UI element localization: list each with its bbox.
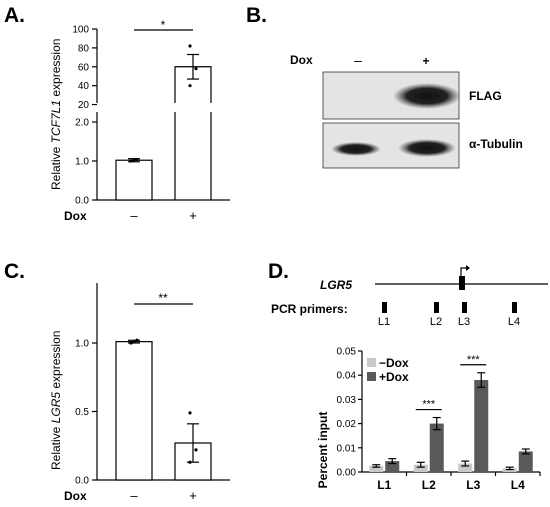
a-category-label: + (189, 208, 197, 223)
a-xlabel: Dox (64, 209, 87, 223)
a-ytick-label: 40 (78, 81, 90, 92)
pcr-primers-label: PCR primers: (271, 302, 348, 316)
blot-lane-plus: + (422, 54, 429, 68)
primer-l4: L4 (508, 316, 520, 328)
gene-diagram (375, 265, 548, 290)
a-point (188, 84, 192, 88)
a-sig-star: * (161, 18, 166, 32)
a-point (188, 44, 192, 48)
gene-name: LGR5 (320, 278, 352, 292)
d-category-label: L1 (377, 478, 391, 492)
c-point (194, 448, 198, 452)
tubulin-label: α-Tubulin (469, 137, 523, 151)
d-ytick-label: 0.00 (337, 468, 357, 479)
a-ytick-label: 0.0 (75, 196, 89, 207)
d-ytick-label: 0.01 (337, 443, 357, 454)
d-sig-stars: *** (422, 399, 436, 411)
c-sig-star: ** (158, 291, 168, 305)
d-ytick-label: 0.03 (337, 395, 357, 406)
d-bar-plus-dox (429, 423, 444, 472)
blot-dox-label: Dox (290, 53, 313, 67)
d-bar-minus-dox (369, 465, 384, 472)
c-point (135, 338, 139, 342)
a-bar-plus (174, 66, 212, 200)
a-ytick-label: 1.0 (75, 157, 89, 168)
panel-a-chart: 0.0 1.0 2.0 20 40 60 80 100 – + Dox * (64, 18, 230, 223)
c-ytick-label: 0.5 (75, 407, 89, 418)
c-category-label: – (130, 488, 138, 503)
a-ytick-label: 20 (78, 100, 90, 111)
c-ytick-label: 0.0 (75, 476, 89, 487)
d-legend-label: −Dox (379, 356, 409, 370)
blot-flag (322, 71, 461, 120)
tubulin-band-plus (398, 139, 456, 157)
tss-arrow-icon (460, 267, 468, 276)
flag-label: FLAG (469, 89, 502, 103)
d-legend-swatch (367, 358, 376, 367)
primer-l2: L2 (430, 316, 442, 328)
tubulin-band-minus (331, 142, 381, 156)
a-ytick-label: 80 (78, 43, 90, 54)
d-bar-minus-dox (458, 463, 473, 472)
d-ytick-label: 0.04 (337, 371, 357, 382)
a-point (132, 158, 136, 162)
a-bar-minus (115, 159, 153, 201)
a-category-label: – (130, 208, 138, 223)
d-category-label: L3 (466, 478, 480, 492)
primer-marks (382, 302, 517, 313)
blot-tubulin (322, 122, 460, 169)
d-category-label: L2 (422, 478, 436, 492)
c-point (132, 340, 136, 344)
d-bar-plus-dox (385, 461, 400, 472)
primer-l1: L1 (378, 316, 390, 328)
a-point (135, 157, 139, 162)
d-ytick-label: 0.02 (337, 419, 357, 430)
panel-c-chart: 0.0 0.5 1.0 – + Dox ** (64, 283, 230, 503)
d-ytick-label: 0.05 (337, 347, 357, 358)
a-ytick-label: 60 (78, 62, 90, 73)
a-ytick-label: 100 (72, 25, 89, 36)
panel-d-chart: 0.00 0.01 0.02 0.03 0.04 0.05 L1 L2 *** L3 *** L4 −D… (337, 347, 541, 492)
d-bar-plus-dox (474, 380, 489, 472)
c-category-label: + (189, 488, 197, 503)
d-sig-stars: *** (467, 354, 481, 366)
panel-d-label: D. (268, 260, 289, 283)
d-bar-minus-dox (413, 464, 428, 472)
c-point (188, 411, 192, 415)
panel-d-ylabel: Percent input (316, 412, 330, 489)
panel-a-label: A. (4, 4, 25, 27)
blot-lane-minus: – (354, 52, 362, 68)
c-bar-minus (115, 341, 153, 481)
c-ytick-label: 1.0 (75, 339, 89, 350)
a-point (194, 67, 198, 71)
a-ytick-label: 2.0 (75, 118, 89, 129)
d-legend-swatch (367, 372, 376, 381)
a-point (129, 159, 133, 163)
panel-c-label: C. (4, 260, 25, 283)
d-category-label: L4 (511, 478, 525, 492)
d-legend-label: +Dox (379, 370, 409, 384)
panel-a-ylabel: Relative TCF7L1 expression (49, 39, 63, 190)
panel-c-ylabel: Relative LGR5 expression (49, 331, 63, 470)
exon-block (459, 276, 465, 290)
d-bar-minus-dox (502, 468, 517, 472)
c-xlabel: Dox (64, 489, 87, 503)
d-bar-plus-dox (518, 451, 533, 472)
c-point (188, 460, 192, 464)
c-point (129, 341, 133, 345)
flag-band (393, 83, 461, 109)
panel-b-label: B. (246, 4, 267, 27)
primer-l3: L3 (458, 316, 470, 328)
